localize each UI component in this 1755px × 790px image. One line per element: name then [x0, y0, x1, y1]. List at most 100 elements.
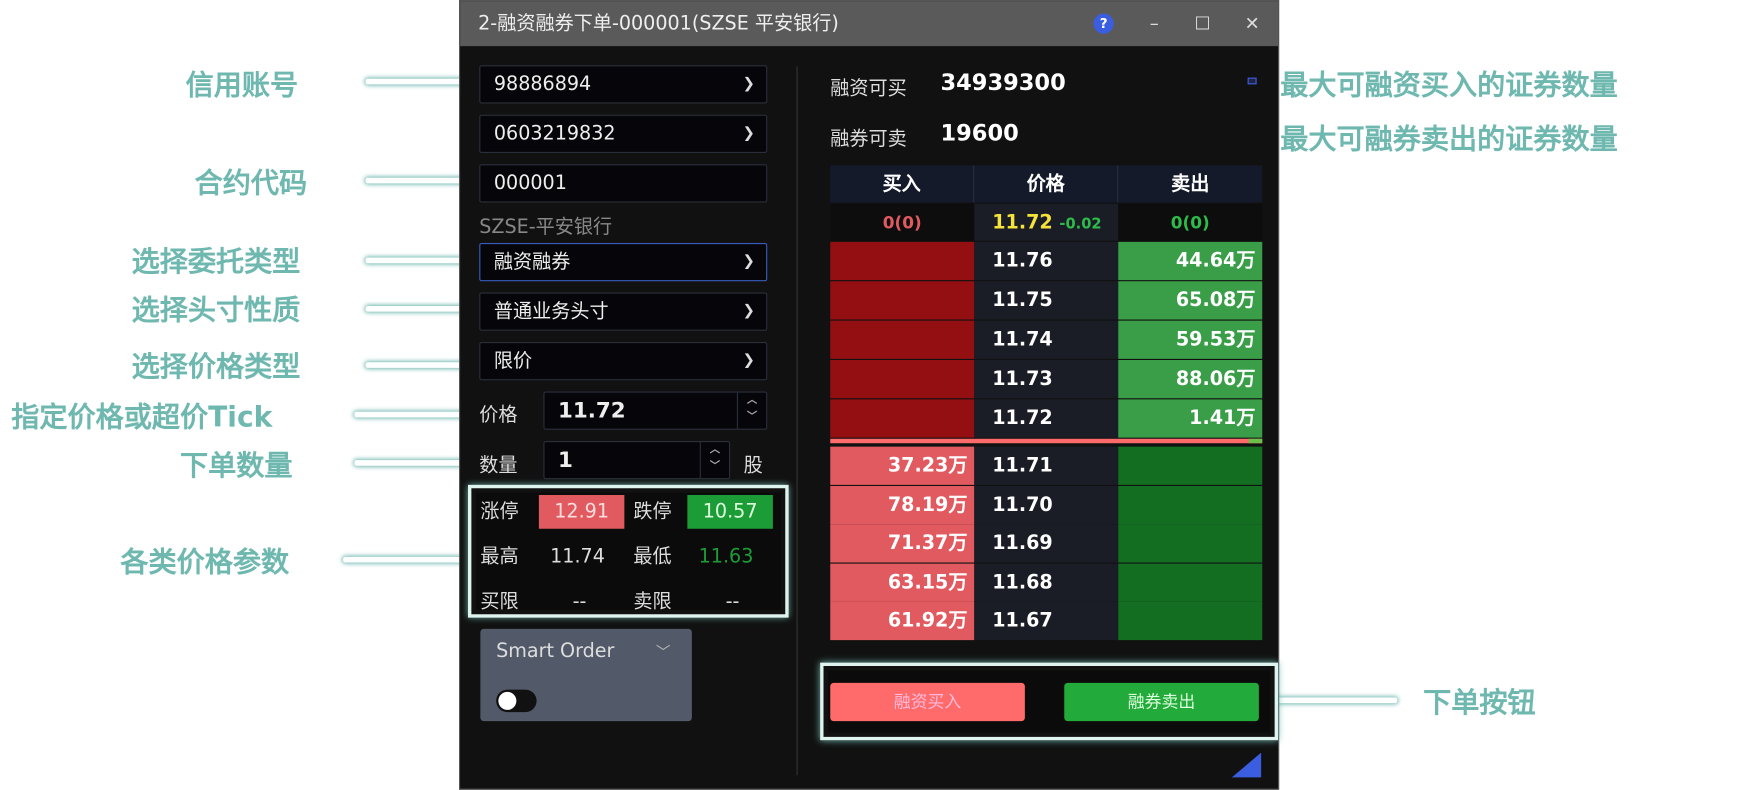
divider — [796, 66, 798, 776]
bid-row[interactable]: 78.19万 11.70 — [830, 485, 1263, 525]
bid-volume: 37.23万 — [830, 446, 975, 485]
minimize-button[interactable]: – — [1149, 12, 1159, 34]
bid-volume: 63.15万 — [830, 563, 975, 602]
annotation-code: 合约代码 — [194, 166, 308, 200]
max-buy-value: 34939300 — [940, 68, 1066, 96]
sub-account-value: 0603219832 — [493, 122, 616, 146]
ask-volume: 65.08万 — [1118, 281, 1263, 320]
resize-grip-icon[interactable] — [1231, 752, 1262, 778]
ask-price: 11.72 — [974, 399, 1119, 438]
chevron-down-icon: ❯ — [742, 253, 755, 270]
low-label: 最低 — [633, 545, 672, 569]
low-value: 11.63 — [698, 545, 754, 569]
annotation-order-buttons: 下单按钮 — [1423, 686, 1536, 719]
summary-change: -0.02 — [1059, 216, 1102, 233]
max-buy-label: 融资可买 — [830, 77, 907, 101]
bid-row[interactable]: 71.37万 11.69 — [830, 524, 1263, 564]
margin-buy-button[interactable]: 融资买入 — [830, 682, 1025, 722]
bid-price: 11.68 — [974, 563, 1119, 602]
chevron-down-icon: ❯ — [742, 302, 755, 320]
ask-row[interactable]: 11.74 59.53万 — [830, 320, 1263, 360]
bid-price: 11.70 — [974, 485, 1119, 524]
down-limit-value: 10.57 — [687, 495, 773, 529]
chevron-down-icon[interactable]: ﹀ — [655, 644, 671, 662]
price-value: 11.72 — [558, 398, 626, 423]
price-type-select[interactable]: 限价 ❯ — [479, 342, 768, 381]
col-header-buy: 买入 — [830, 165, 975, 203]
annotation-line — [365, 306, 479, 312]
bid-sell-cell — [1118, 602, 1263, 641]
account-select[interactable]: 98886894 ❯ — [479, 65, 768, 104]
smart-order-toggle[interactable] — [496, 689, 537, 713]
chevron-down-icon: ❯ — [742, 75, 755, 93]
up-limit-value: 12.91 — [538, 495, 625, 529]
annotation-line — [365, 362, 479, 368]
bid-price: 11.67 — [974, 602, 1119, 641]
ask-volume: 88.06万 — [1118, 360, 1263, 399]
summary-sell: 0(0) — [1170, 212, 1210, 233]
chevron-down-icon: ❯ — [742, 352, 755, 369]
smart-order-panel: Smart Order ﹀ — [480, 628, 692, 722]
ask-price: 11.76 — [974, 241, 1119, 281]
annotation-params: 各类价格参数 — [120, 545, 290, 579]
annotation-position-type: 选择头寸性质 — [131, 293, 301, 327]
high-value: 11.74 — [550, 545, 605, 569]
annotation-price: 指定价格或超价Tick — [11, 400, 273, 434]
price-input[interactable]: 11.72 ︿ ﹀ — [543, 391, 768, 430]
ask-buy-cell — [830, 399, 975, 438]
bid-row[interactable]: 63.15万 11.68 — [830, 563, 1263, 603]
annotation-line — [354, 411, 473, 418]
col-header-price: 价格 — [974, 165, 1119, 203]
close-button[interactable]: ✕ — [1244, 12, 1260, 34]
ask-row[interactable]: 11.76 44.64万 — [830, 241, 1263, 282]
help-icon[interactable]: ? — [1093, 13, 1114, 34]
ask-price: 11.73 — [974, 360, 1119, 399]
short-sell-button[interactable]: 融券卖出 — [1064, 682, 1259, 722]
price-stepper[interactable]: ︿ ﹀ — [736, 392, 766, 429]
qty-stepper[interactable]: ︿ ﹀ — [699, 442, 729, 479]
ask-buy-cell — [830, 320, 975, 359]
bid-price: 11.69 — [974, 524, 1119, 563]
ask-price: 11.74 — [974, 320, 1119, 359]
bid-row[interactable]: 61.92万 11.67 — [830, 602, 1263, 642]
annotation-qty: 下单数量 — [180, 448, 293, 482]
account-value: 98886894 — [493, 73, 592, 96]
max-sell-value: 19600 — [940, 119, 1019, 147]
ask-buy-cell — [830, 241, 975, 281]
qty-unit: 股 — [743, 454, 763, 478]
col-header-sell: 卖出 — [1171, 173, 1210, 196]
down-limit-label: 跌停 — [633, 500, 672, 524]
ask-row[interactable]: 11.75 65.08万 — [830, 281, 1263, 321]
annotation-order-type: 选择委托类型 — [131, 245, 301, 278]
bid-sell-cell — [1118, 485, 1263, 524]
summary-buy: 0(0) — [882, 212, 922, 233]
code-value: 000001 — [493, 172, 567, 195]
position-type-select[interactable]: 普通业务头寸 ❯ — [479, 292, 768, 331]
up-limit-label: 涨停 — [480, 500, 519, 524]
summary-price: 11.72 — [992, 211, 1053, 235]
annotation-max-sell: 最大可融券卖出的证券数量 — [1280, 122, 1618, 156]
order-type-select[interactable]: 融资融券 ❯ — [479, 243, 768, 282]
buy-limit-value: -- — [572, 590, 587, 614]
position-type-value: 普通业务头寸 — [493, 300, 609, 323]
ask-row[interactable]: 11.73 88.06万 — [830, 360, 1263, 400]
ask-row[interactable]: 11.72 1.41万 — [830, 399, 1263, 439]
order-type-value: 融资融券 — [493, 250, 571, 274]
annotation-line — [365, 78, 479, 85]
annotation-line — [365, 257, 479, 264]
bid-sell-cell — [1118, 446, 1263, 485]
sub-account-select[interactable]: 0603219832 ❯ — [479, 114, 768, 153]
code-input[interactable]: 000001 — [479, 164, 768, 203]
annotation-line — [343, 556, 470, 563]
annotation-max-buy: 最大可融资买入的证券数量 — [1280, 68, 1618, 102]
maximize-button[interactable]: ☐ — [1194, 12, 1211, 34]
bid-row[interactable]: 37.23万 11.71 — [830, 446, 1263, 486]
title-bar: 2-融资融券下单-000001(SZSE 平安银行) — [460, 1, 1278, 47]
annotation-line — [365, 177, 479, 184]
qty-input[interactable]: 1 ︿ ﹀ — [543, 441, 731, 480]
qty-label: 数量 — [479, 454, 518, 478]
ask-volume: 59.53万 — [1118, 320, 1263, 359]
annotation-line — [1271, 697, 1398, 704]
ask-volume: 44.64万 — [1118, 241, 1263, 281]
summary-price-cell: 11.72 -0.02 — [974, 203, 1119, 241]
